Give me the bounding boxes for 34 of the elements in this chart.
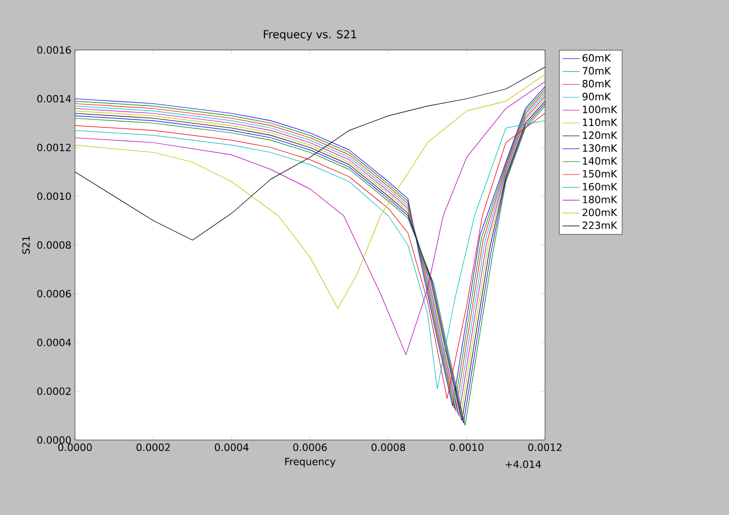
legend-label: 90mK: [582, 92, 612, 100]
y-tick-label: 0.0008: [37, 241, 71, 249]
x-tick-label: 0.0012: [528, 444, 562, 452]
y-tick-label: 0.0010: [37, 192, 71, 200]
x-tick-label: 0.0010: [450, 444, 484, 452]
legend-label: 130mK: [582, 144, 618, 152]
legend-label: 110mK: [582, 118, 618, 126]
legend-label: 150mK: [582, 170, 618, 178]
x-tick-label: 0.0002: [136, 444, 170, 452]
legend-label: 140mK: [582, 157, 618, 165]
x-axis-title: Frequency: [285, 458, 336, 468]
legend-label: 160mK: [582, 182, 618, 190]
chart-title: Frequecy vs. S21: [264, 30, 356, 40]
legend-label: 223mK: [582, 222, 618, 230]
x-tick-label: 0.0000: [58, 444, 92, 452]
legend-label: 180mK: [582, 196, 618, 204]
legend-label: 60mK: [582, 54, 612, 62]
legend-label: 80mK: [582, 80, 612, 88]
legend-label: 70mK: [582, 67, 612, 75]
x-tick-label: 0.0008: [372, 444, 406, 452]
y-tick-label: 0.0006: [37, 290, 71, 298]
y-tick-label: 0.0016: [37, 46, 71, 54]
y-tick-label: 0.0000: [37, 436, 71, 444]
y-tick-label: 0.0014: [37, 94, 71, 103]
legend-label: 200mK: [582, 208, 618, 216]
x-tick-label: 0.0004: [214, 444, 249, 452]
y-axis-title: S21: [22, 236, 30, 254]
legend-label: 120mK: [582, 131, 618, 139]
y-tick-label: 0.0012: [37, 144, 70, 152]
y-tick-label: 0.0004: [37, 338, 71, 346]
y-tick-label: 0.0002: [37, 387, 70, 396]
text: +4.014: [506, 460, 541, 468]
x-tick-label: 0.0006: [293, 444, 327, 452]
legend-label: 100mK: [582, 106, 618, 114]
